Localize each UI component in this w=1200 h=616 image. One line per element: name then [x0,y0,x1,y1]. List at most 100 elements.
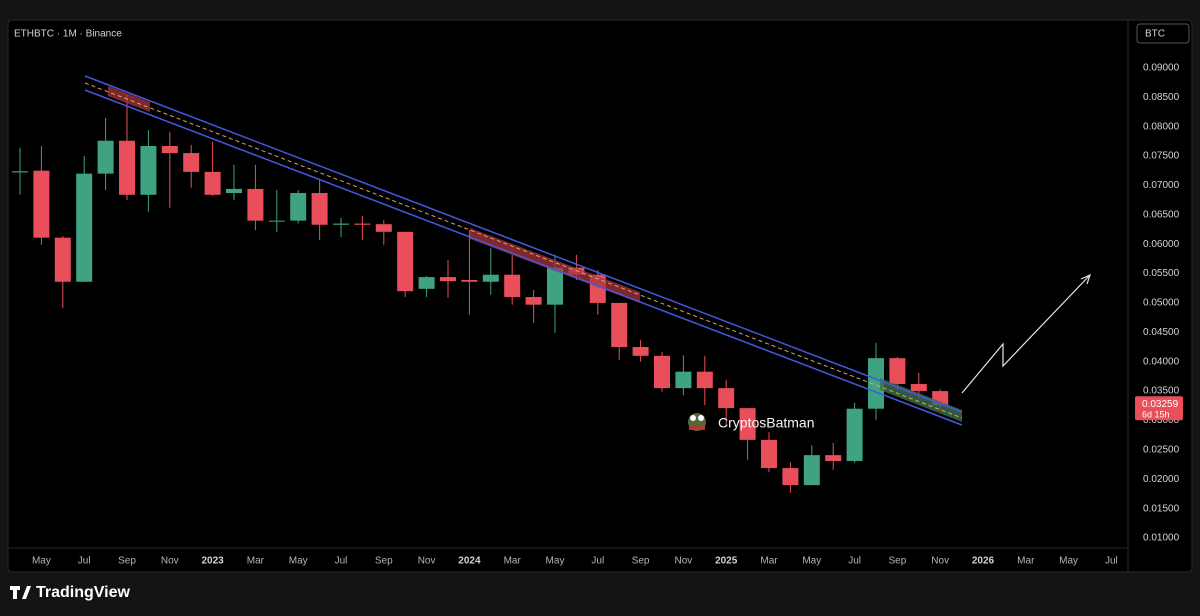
y-tick-label: 0.06000 [1143,239,1180,250]
candle-body [846,408,863,462]
channel-lower [84,89,963,426]
x-tick-label: Mar [760,556,778,567]
candle-body [333,223,349,225]
candle-body [54,237,71,282]
x-tick-label: 2026 [972,556,995,567]
x-tick-label: 2023 [201,556,224,567]
currency-label[interactable]: BTC [1145,29,1165,40]
arrow-head [1080,273,1091,285]
candle-body [504,274,521,298]
candle-body [461,280,478,282]
x-tick-label: Mar [504,556,522,567]
x-tick-label: May [289,556,308,567]
y-tick-label: 0.02000 [1143,474,1180,485]
x-tick-label: Nov [418,556,436,567]
x-tick-label: Sep [889,556,907,567]
y-tick-label: 0.07500 [1143,151,1180,162]
candle-body [910,384,927,392]
candle-body [782,468,799,486]
watermark: CryptosBatman [718,415,814,431]
candle-body [739,408,756,440]
projection-arrow [961,274,1091,394]
x-tick-label: Nov [931,556,949,567]
candle-body [226,188,242,194]
x-tick-label: Mar [1017,556,1035,567]
candle-body [718,388,735,409]
brand-logo [10,586,31,599]
watermark-icon [688,413,706,431]
candle-body [868,358,884,409]
y-tick-label: 0.04500 [1143,327,1180,338]
x-tick-label: May [802,556,821,567]
candle-body [761,439,777,469]
channel-upper [84,75,963,413]
last-price-label: 0.03259 [1142,399,1179,410]
x-tick-label: 2024 [458,556,481,567]
candle-body [375,224,392,232]
x-tick-label: Sep [632,556,650,567]
x-tick-label: Nov [675,556,693,567]
y-tick-label: 0.07000 [1143,180,1180,191]
x-tick-label: Jul [591,556,604,567]
candle-body [311,193,328,225]
candle-body [12,171,28,173]
y-tick-label: 0.05000 [1143,298,1180,309]
y-tick-label: 0.03000 [1143,415,1180,426]
x-tick-label: Jul [335,556,348,567]
candle-body [268,220,285,222]
candle-body [397,231,414,292]
candle-body [97,140,114,174]
candle-body [611,302,628,348]
countdown: 6d 15h [1142,410,1170,420]
x-tick-label: May [32,556,51,567]
highlight-zone [108,86,150,112]
candle-body [482,274,499,282]
candle-body [418,277,435,289]
y-tick-label: 0.04000 [1143,356,1180,367]
x-tick-label: Mar [247,556,265,567]
drawings: CryptosBatman [84,75,1091,431]
currency-button[interactable] [1136,23,1190,44]
y-tick-label: 0.08000 [1143,121,1180,132]
x-tick-label: Sep [118,556,136,567]
channel-midline [84,82,963,419]
y-tick-label: 0.01000 [1143,533,1180,544]
candle-body [354,223,371,225]
candle-body [161,146,178,154]
x-tick-label: Jul [78,556,91,567]
candle-body [525,297,542,305]
candle-body [889,358,906,385]
chart-title: ETHBTC · 1M · Binance [14,29,122,40]
candle-body [183,153,200,172]
y-tick-label: 0.08500 [1143,92,1180,103]
candle-body [632,347,649,356]
candle-body [654,355,670,389]
candle-body [696,371,713,389]
candle-body [803,455,820,486]
candle-body [204,171,221,195]
y-tick-label: 0.05500 [1143,268,1180,279]
x-tick-label: May [546,556,565,567]
candle-body [825,455,842,462]
y-tick-label: 0.02500 [1143,444,1180,455]
candle-body [119,140,135,195]
x-tick-label: Jul [1105,556,1118,567]
x-tick-label: May [1059,556,1078,567]
candle-body [290,193,307,221]
candle-body [675,371,692,389]
candle-body [547,267,563,305]
y-tick-label: 0.03500 [1143,386,1180,397]
candle-body [33,170,50,238]
x-tick-label: Nov [161,556,179,567]
y-tick-label: 0.06500 [1143,209,1180,220]
candle-body [76,173,93,282]
brand-name: TradingView [36,584,131,601]
x-tick-label: 2025 [715,556,738,567]
x-tick-label: Sep [375,556,393,567]
candle-body [140,146,157,195]
candle-body [440,277,456,282]
x-tick-label: Jul [848,556,861,567]
y-tick-label: 0.09000 [1143,62,1180,73]
last-price-tag [1135,396,1183,421]
